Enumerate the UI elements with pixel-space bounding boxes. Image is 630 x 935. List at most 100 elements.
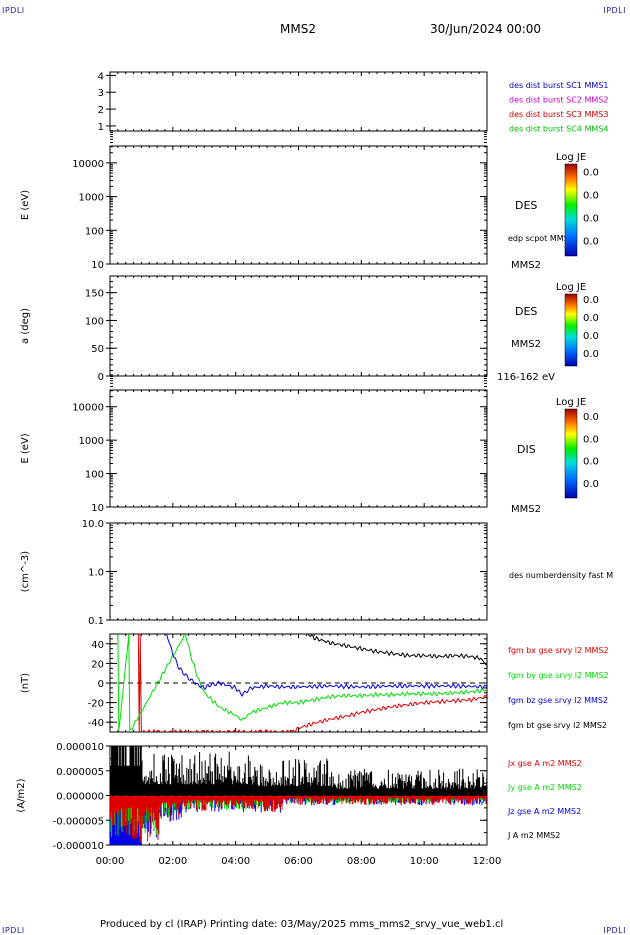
panel3-side-label: DES	[515, 305, 537, 318]
panel6-series-line	[307, 634, 487, 666]
corner-label-top-right: IPDLI	[603, 6, 626, 15]
panel2-colorbar-tick-label: 0.0	[583, 191, 599, 202]
panel1-series-label: des dist burst SC3 MMS3	[509, 110, 608, 119]
panel1-ytick-label: 4	[98, 71, 104, 82]
panel5-side-label: des numberdensity fast M	[509, 571, 613, 580]
panel4-colorbar-tick-label: 0.0	[583, 434, 599, 445]
panel2-colorbar-title: Log JE	[556, 152, 586, 163]
panel7-ytick-label: 0.000005	[56, 767, 104, 778]
panel4-ytick-label: 100	[85, 470, 104, 481]
panel2-ytick-label: 100	[85, 226, 104, 237]
panel7-series-fill	[110, 795, 487, 843]
panel3-colorbar-title: Log JE	[556, 282, 586, 293]
panel5-ytick-label: 0.1	[88, 616, 104, 627]
panel6-ytick-label: 20	[91, 659, 104, 670]
panel3-ytick-label: 100	[85, 316, 104, 327]
panel3-ytick-label: 50	[91, 344, 104, 355]
spacecraft-title: MMS2	[280, 22, 316, 36]
panel4-side-label: MMS2	[511, 504, 541, 515]
panel4-ytick-label: 10000	[72, 403, 104, 414]
panel2-side-label: edp scpot MMS2	[508, 234, 574, 243]
panel3-side-label: 116-162 eV	[497, 372, 555, 383]
panel5-ytick-label: 1.0	[88, 568, 104, 579]
panel2-colorbar-tick-label: 0.0	[583, 168, 599, 179]
panel1-ytick-label: 2	[98, 105, 104, 116]
panel6-series-label: fgm bt gse srvy l2 MMS2	[508, 721, 607, 730]
panel7-ylabel: (A/m2)	[16, 778, 27, 812]
date-title: 30/Jun/2024 00:00	[430, 22, 542, 36]
panel4-frame	[109, 389, 488, 508]
panel5-ytick-label: 10.0	[82, 519, 104, 530]
footer-credits: Produced by cl (IRAP) Printing date: 03/…	[100, 919, 504, 930]
panel1-ytick-label: 1	[98, 122, 104, 133]
panel2-colorbar	[564, 163, 578, 257]
time-axis-tick-label: 02:00	[158, 856, 187, 867]
panel5-ylabel: (cm^-3)	[20, 551, 31, 592]
panel4-colorbar-tick-label: 0.0	[583, 479, 599, 490]
panel3-ytick-label: 150	[85, 289, 104, 300]
corner-label-top-left: IPDLI	[2, 6, 25, 15]
panel4-ytick-label: 1000	[79, 436, 104, 447]
time-axis-tick-label: 10:00	[410, 856, 439, 867]
panel1-series-label: des dist burst SC1 MMS1	[509, 81, 608, 90]
panel7-ytick-label: -0.000005	[53, 816, 104, 827]
panel3-colorbar-tick-label: 0.0	[583, 349, 599, 360]
panel7-series-label: Jz gse A m2 MMS2	[507, 807, 581, 816]
panel3-side-label: MMS2	[511, 339, 541, 350]
panel7-series-label: J A m2 MMS2	[507, 831, 560, 840]
panel6-series-label: fgm bx gse srvy l2 MMS2	[508, 646, 609, 655]
panel7-series-group	[110, 746, 487, 845]
panel4-colorbar-tick-label: 0.0	[583, 412, 599, 423]
panel3-colorbar-tick-label: 0.0	[583, 331, 599, 342]
panel7-series-label: Jx gse A m2 MMS2	[507, 759, 582, 768]
panel3-ytick-label: 0	[98, 372, 104, 383]
panel4-colorbar	[564, 408, 578, 499]
panel6-ytick-label: 0	[98, 679, 104, 690]
time-axis-tick-label: 12:00	[473, 856, 502, 867]
panel6-series-line	[166, 634, 487, 698]
panel2-ytick-label: 1000	[79, 193, 104, 204]
panel3-colorbar	[564, 293, 578, 367]
panel6-ytick-label: 40	[91, 640, 104, 651]
panel3-colorbar-tick-label: 0.0	[583, 313, 599, 324]
panel6-frame	[109, 633, 488, 733]
panel5-frame	[109, 522, 488, 621]
time-axis-tick-label: 08:00	[347, 856, 376, 867]
corner-label-bottom-left: IPDLI	[2, 926, 25, 935]
panel7-ytick-label: 0.000000	[56, 792, 104, 803]
time-axis-tick-label: 04:00	[221, 856, 250, 867]
corner-label-bottom-right: IPDLI	[603, 926, 626, 935]
panel4-colorbar-tick-label: 0.0	[583, 457, 599, 468]
panel1-frame	[109, 71, 488, 132]
panel4-ytick-label: 10	[91, 503, 104, 514]
panel2-ylabel: E (eV)	[20, 190, 31, 220]
panel1-series-label: des dist burst SC4 MMS4	[509, 125, 608, 134]
panel4-ylabel: E (eV)	[20, 433, 31, 463]
panel2-ytick-label: 10	[91, 260, 104, 271]
panel4-side-label: DIS	[517, 443, 536, 456]
panel4-colorbar-title: Log JE	[556, 397, 586, 408]
panel3-colorbar-tick-label: 0.0	[583, 295, 599, 306]
panel6-ylabel: (nT)	[20, 673, 31, 693]
panel6-series-line	[117, 634, 487, 732]
panel1-ytick-label: 3	[98, 88, 104, 99]
panel2-ytick-label: 10000	[72, 159, 104, 170]
panel1-series-label: des dist burst SC2 MMS2	[509, 96, 608, 105]
panel6-ytick-label: -40	[88, 718, 104, 729]
panel2-side-label: DES	[515, 199, 537, 212]
panel7-series-fill	[110, 746, 487, 796]
panel7-ytick-label: 0.000010	[56, 742, 104, 753]
panel3-ylabel: a (deg)	[20, 308, 31, 344]
panel3-frame	[109, 275, 488, 377]
panel6-series-label: fgm bz gse srvy l2 MMS2	[508, 696, 608, 705]
panel2-side-label: MMS2	[511, 260, 541, 271]
panel2-colorbar-tick-label: 0.0	[583, 214, 599, 225]
panel6-series-group	[117, 634, 487, 732]
panel7-series-label: Jy gse A m2 MMS2	[507, 783, 582, 792]
time-axis-tick-label: 06:00	[284, 856, 313, 867]
panel2-frame	[109, 145, 488, 265]
panel7-ytick-label: -0.000010	[53, 841, 104, 852]
panel6-series-line	[137, 634, 487, 732]
panel6-series-label: fgm by gse srvy l2 MMS2	[508, 671, 609, 680]
